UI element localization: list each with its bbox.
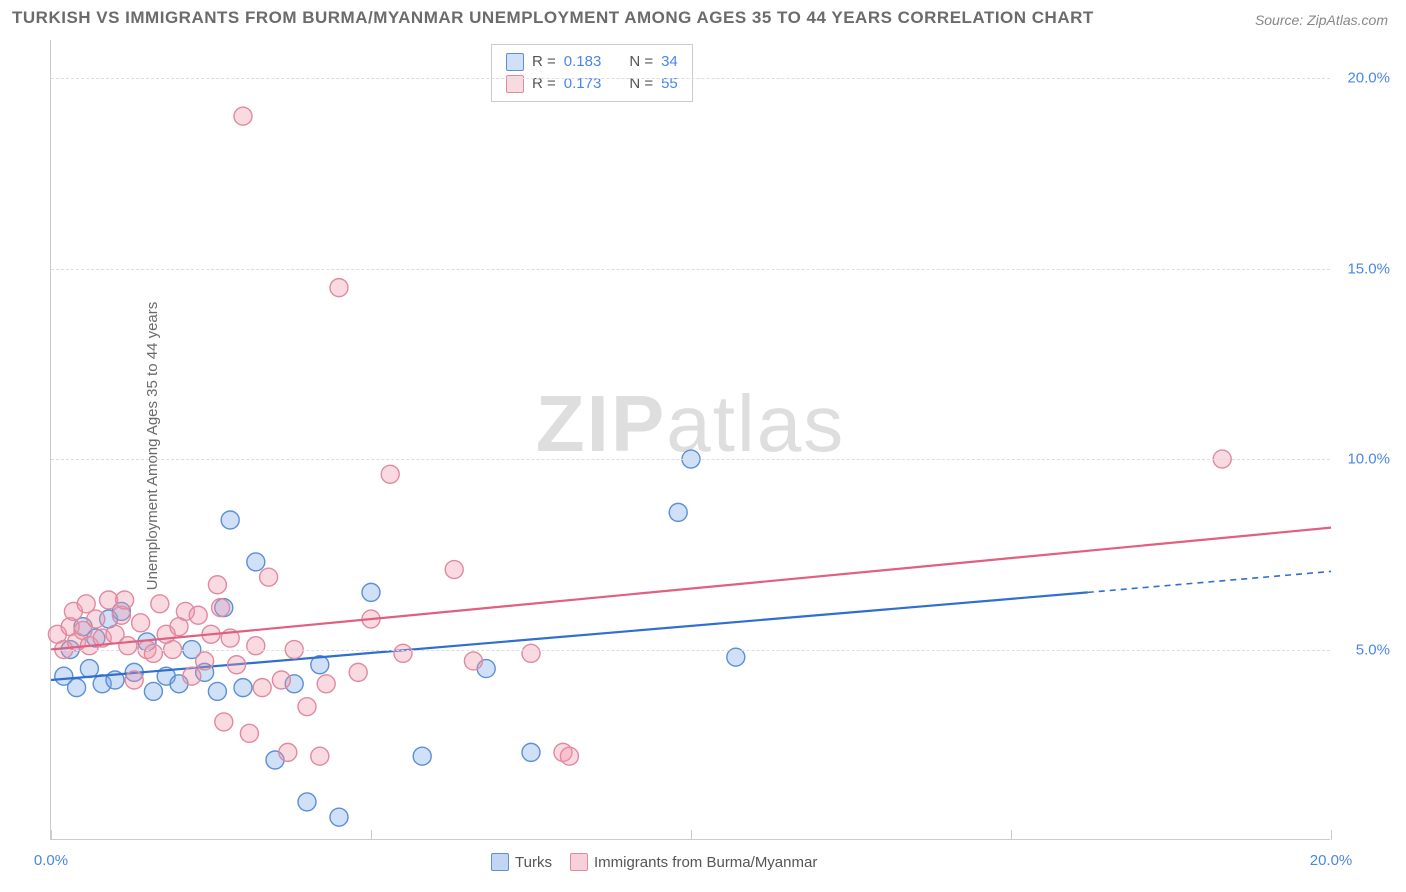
data-point [208,576,226,594]
data-point [445,561,463,579]
data-point [196,652,214,670]
data-point [522,743,540,761]
data-point [221,511,239,529]
data-point [669,503,687,521]
data-point [144,682,162,700]
data-point [68,679,86,697]
trend-line-dashed [1088,571,1331,592]
data-point [362,583,380,601]
x-tick [51,830,52,840]
data-point [125,671,143,689]
data-point [253,679,271,697]
y-tick-label: 15.0% [1347,260,1390,277]
gridline [51,650,1330,651]
data-point [413,747,431,765]
x-tick-label: 0.0% [34,852,68,869]
x-tick [691,830,692,840]
chart-title: TURKISH VS IMMIGRANTS FROM BURMA/MYANMAR… [12,8,1094,28]
data-point [272,671,290,689]
x-tick [371,830,372,840]
data-point [311,747,329,765]
source-label: Source: ZipAtlas.com [1255,12,1388,28]
y-tick-label: 20.0% [1347,70,1390,87]
data-point [183,667,201,685]
legend-item-turks: Turks [491,853,552,871]
data-point [279,743,297,761]
data-point [330,808,348,826]
data-point [189,606,207,624]
data-point [298,793,316,811]
gridline [51,78,1330,79]
data-point [247,553,265,571]
legend-label-turks: Turks [515,854,552,871]
data-point [87,610,105,628]
plot-area: ZIPatlas R = 0.183 N = 34 R = 0.173 N = … [50,40,1330,840]
gridline [51,459,1330,460]
data-point [381,465,399,483]
data-point [247,637,265,655]
data-point [260,568,278,586]
data-point [215,713,233,731]
scatter-svg [51,40,1330,839]
data-point [234,107,252,125]
trend-line [51,528,1331,650]
data-point [80,660,98,678]
y-tick-label: 10.0% [1347,451,1390,468]
data-point [727,648,745,666]
legend-label-burma: Immigrants from Burma/Myanmar [594,854,817,871]
y-tick-label: 5.0% [1356,641,1390,658]
data-point [560,747,578,765]
data-point [298,698,316,716]
gridline [51,269,1330,270]
data-point [151,595,169,613]
swatch-turks-bottom-icon [491,853,509,871]
data-point [317,675,335,693]
legend-item-burma: Immigrants from Burma/Myanmar [570,853,817,871]
data-point [144,644,162,662]
data-point [116,591,134,609]
data-point [522,644,540,662]
data-point [234,679,252,697]
legend-series: Turks Immigrants from Burma/Myanmar [491,853,817,871]
data-point [132,614,150,632]
x-tick [1011,830,1012,840]
data-point [228,656,246,674]
data-point [349,663,367,681]
data-point [212,599,230,617]
swatch-burma-bottom-icon [570,853,588,871]
data-point [119,637,137,655]
data-point [330,279,348,297]
data-point [464,652,482,670]
x-tick-label: 20.0% [1310,852,1353,869]
data-point [394,644,412,662]
x-tick [1331,830,1332,840]
data-point [208,682,226,700]
data-point [240,724,258,742]
